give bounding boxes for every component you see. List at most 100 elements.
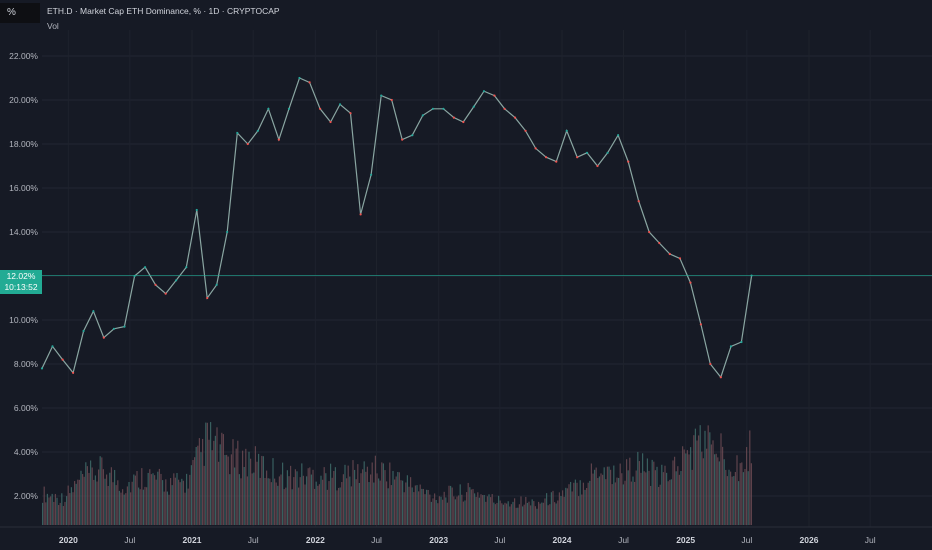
data-point bbox=[740, 340, 743, 344]
volume-bar bbox=[234, 467, 236, 525]
x-tick-label: Jul bbox=[741, 535, 752, 545]
x-tick-label: Jul bbox=[865, 535, 876, 545]
volume-bar bbox=[197, 445, 199, 525]
volume-bar bbox=[176, 472, 178, 525]
volume-bar bbox=[240, 478, 242, 525]
volume-bar bbox=[586, 488, 588, 525]
volume-bar bbox=[587, 482, 589, 525]
data-point bbox=[175, 279, 178, 282]
volume-bar bbox=[661, 464, 663, 525]
volume-bar bbox=[538, 501, 540, 525]
volume-bar bbox=[77, 479, 79, 525]
volume-bar bbox=[520, 496, 522, 525]
volume-bar bbox=[677, 466, 679, 525]
data-point bbox=[195, 208, 198, 212]
volume-bar bbox=[611, 484, 613, 525]
volume-bar bbox=[459, 484, 461, 525]
volume-bar bbox=[656, 466, 658, 525]
volume-bar bbox=[741, 462, 743, 525]
volume-bar bbox=[350, 486, 352, 525]
volume-bar bbox=[658, 486, 660, 525]
volume-bar bbox=[750, 463, 752, 525]
volume-bar bbox=[498, 495, 500, 525]
volume-bar bbox=[424, 494, 426, 525]
volume-bar bbox=[442, 499, 444, 525]
volume-bar bbox=[456, 496, 458, 525]
volume-bar bbox=[387, 488, 389, 525]
data-point bbox=[236, 131, 239, 135]
volume-bar bbox=[718, 461, 720, 525]
volume-bar bbox=[224, 455, 226, 525]
volume-bar bbox=[157, 471, 159, 525]
data-point bbox=[411, 134, 414, 137]
x-tick-label: Jul bbox=[494, 535, 505, 545]
volume-bar bbox=[301, 463, 303, 525]
volume-bar bbox=[102, 469, 104, 525]
volume-bar bbox=[670, 479, 672, 525]
volume-bar bbox=[557, 500, 559, 525]
volume-bar bbox=[90, 460, 92, 525]
volume-bar bbox=[331, 477, 333, 525]
volume-bar bbox=[125, 493, 127, 525]
volume-bar bbox=[736, 455, 738, 525]
volume-bar bbox=[480, 494, 482, 525]
volume-bar bbox=[694, 428, 696, 525]
data-point bbox=[729, 345, 733, 348]
volume-bar bbox=[253, 472, 255, 525]
volume-bar bbox=[136, 471, 138, 525]
volume-bar bbox=[714, 454, 716, 525]
volume-bar bbox=[539, 503, 541, 525]
volume-bar bbox=[94, 475, 96, 525]
volume-bar bbox=[101, 457, 103, 525]
volume-bar bbox=[397, 471, 399, 525]
volume-bar bbox=[406, 475, 408, 525]
data-point bbox=[92, 310, 95, 313]
volume-bar bbox=[624, 480, 626, 525]
volume-bar bbox=[589, 480, 591, 525]
volume-bar bbox=[432, 498, 434, 525]
volume-bar bbox=[166, 491, 168, 525]
volume-bar bbox=[435, 500, 437, 525]
volume-bar bbox=[171, 485, 173, 525]
volume-bar bbox=[523, 504, 525, 525]
volume-bar bbox=[344, 464, 346, 525]
volume-bar bbox=[128, 481, 130, 525]
volume-bar bbox=[190, 465, 192, 525]
volume-bar bbox=[565, 487, 567, 525]
volume-bar bbox=[646, 458, 648, 525]
volume-bar bbox=[114, 469, 116, 525]
volume-bar bbox=[699, 425, 701, 525]
volume-bar bbox=[282, 462, 284, 525]
volume-legend-label: Vol bbox=[47, 21, 59, 31]
volume-bar bbox=[629, 457, 631, 525]
volume-bar bbox=[592, 473, 594, 525]
y-tick-label: 18.00% bbox=[9, 139, 38, 149]
volume-bar bbox=[318, 484, 320, 525]
volume-bar bbox=[483, 494, 485, 525]
volume-bar bbox=[245, 448, 247, 525]
volume-bar bbox=[667, 481, 669, 525]
volume-bar bbox=[115, 485, 117, 525]
volume-bar bbox=[518, 504, 520, 525]
volume-bar bbox=[269, 478, 271, 525]
data-point bbox=[637, 200, 640, 203]
data-point bbox=[585, 151, 589, 154]
volume-bar bbox=[146, 487, 148, 525]
volume-bar bbox=[288, 476, 290, 525]
volume-bar bbox=[302, 475, 304, 525]
volume-bar bbox=[259, 477, 261, 525]
data-point bbox=[380, 94, 383, 97]
volume-bar bbox=[608, 466, 610, 525]
volume-bar bbox=[262, 456, 264, 525]
volume-bar bbox=[477, 492, 479, 525]
volume-bar bbox=[155, 479, 157, 525]
volume-bar bbox=[421, 488, 423, 525]
volume-bar bbox=[475, 496, 477, 525]
volume-bar bbox=[392, 470, 394, 525]
percent-scale-button[interactable]: % bbox=[0, 3, 40, 23]
volume-bar bbox=[664, 465, 666, 525]
volume-bar bbox=[602, 474, 604, 525]
data-point bbox=[699, 323, 702, 326]
volume-bar bbox=[163, 491, 165, 525]
